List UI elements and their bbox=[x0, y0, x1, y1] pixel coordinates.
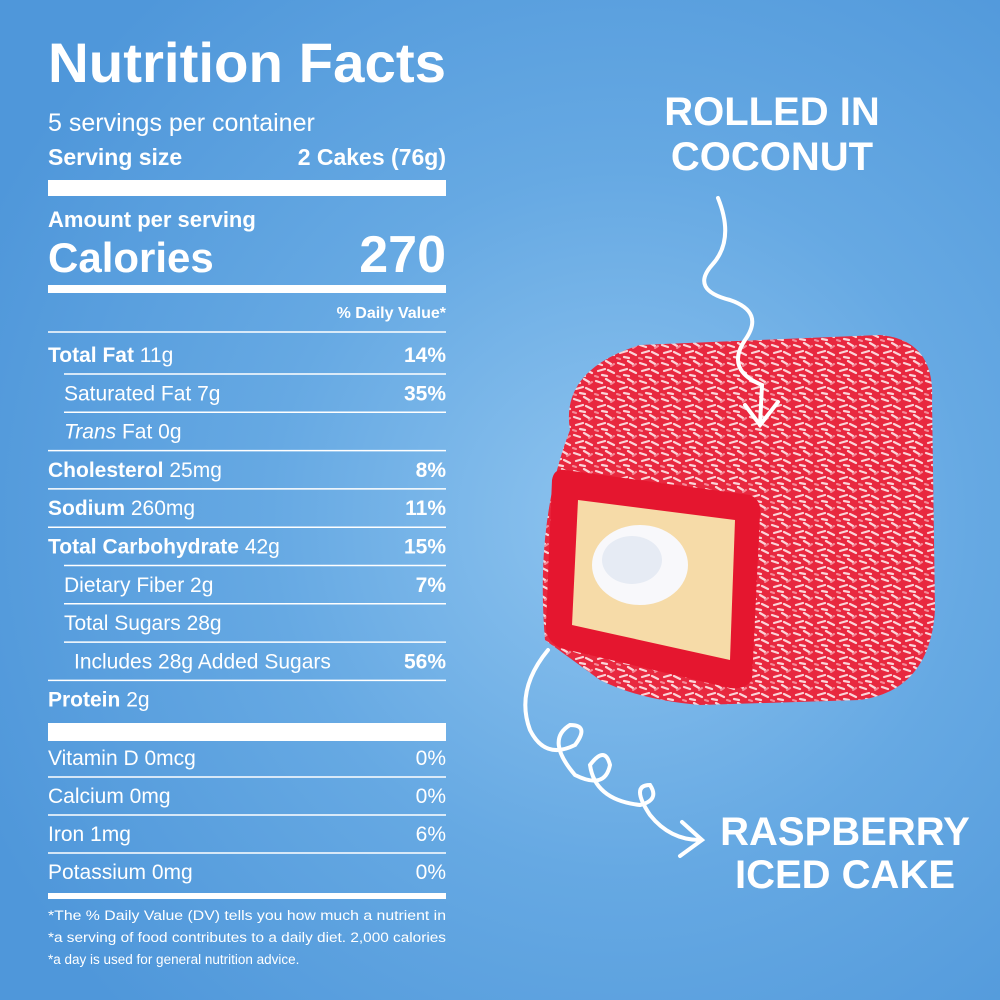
nutrient-name: Protein bbox=[48, 689, 120, 712]
nutrient-dv: 15% bbox=[404, 536, 446, 559]
nutrient-name: Cholesterol bbox=[48, 459, 164, 482]
nutrient: Cholesterol 25mg bbox=[48, 459, 222, 482]
callout-top: COCONUT bbox=[671, 135, 873, 179]
footnote: *a serving of food contributes to a dail… bbox=[48, 930, 446, 945]
nutrient: Sodium 260mg bbox=[48, 497, 195, 520]
cake bbox=[542, 335, 935, 705]
nutrient: Total Carbohydrate 42g bbox=[48, 536, 280, 559]
medium-rule bbox=[48, 285, 446, 293]
callout-top: ROLLED IN bbox=[664, 90, 880, 134]
arrows bbox=[523, 196, 780, 858]
footnote: *a day is used for general nutrition adv… bbox=[48, 952, 299, 967]
nutrient-name: Dietary Fiber bbox=[64, 574, 184, 597]
vitamin-name: Iron 1mg bbox=[48, 823, 131, 846]
nutrient-dv: 56% bbox=[404, 650, 446, 673]
nutrient-dv: 35% bbox=[404, 382, 446, 405]
nutrient-amount: 11g bbox=[140, 344, 173, 367]
thick-rule bbox=[48, 180, 446, 196]
vitamin-dv: 0% bbox=[416, 747, 446, 770]
nutrient-amount: 25mg bbox=[169, 459, 222, 482]
vitamin-name: Potassium 0mg bbox=[48, 861, 193, 884]
nutrient-name: Fat bbox=[122, 421, 153, 444]
vitamin-name: Vitamin D 0mcg bbox=[48, 747, 196, 770]
nutrient-amount: 28g bbox=[187, 612, 222, 635]
nutrient: Saturated Fat 7g bbox=[64, 382, 220, 405]
callout-bottom: ICED CAKE bbox=[735, 853, 955, 897]
nutrient-amount: 0g bbox=[158, 421, 181, 444]
footnote: *The % Daily Value (DV) tells you how mu… bbox=[48, 908, 446, 923]
vitamin-dv: 0% bbox=[416, 861, 446, 884]
vitamin-dv: 0% bbox=[416, 785, 446, 808]
nutrient: Protein 2g bbox=[48, 689, 150, 712]
servings: 5 servings per container bbox=[48, 109, 315, 137]
nutrient: Trans Fat 0g bbox=[64, 421, 182, 444]
serving-size: 2 Cakes (76g) bbox=[298, 144, 446, 170]
nutrient-name: Total Fat bbox=[48, 344, 134, 367]
calories: 270 bbox=[359, 226, 446, 284]
callout-bottom: RASPBERRY bbox=[720, 810, 970, 854]
nutrient-name: Total Sugars bbox=[64, 612, 181, 635]
nutrient-name: Includes 28g Added Sugars bbox=[74, 650, 331, 673]
nutrient-amount: 2g bbox=[126, 689, 149, 712]
nutrient: Total Fat 11g bbox=[48, 344, 173, 367]
nutrient-dv: 7% bbox=[416, 574, 447, 597]
medium-rule bbox=[48, 893, 446, 899]
nutrient-name: Total Carbohydrate bbox=[48, 536, 239, 559]
nutrient-name: Saturated Fat bbox=[64, 382, 191, 405]
nutrient-name: Sodium bbox=[48, 497, 125, 520]
thick-rule bbox=[48, 723, 446, 741]
nutrient-name-italic: Trans bbox=[64, 421, 117, 444]
nutrient-dv: 11% bbox=[405, 497, 446, 520]
calories-label: Calories bbox=[48, 234, 214, 281]
daily-value-header: % Daily Value* bbox=[337, 305, 447, 322]
nutrient-amount: 42g bbox=[245, 536, 280, 559]
vitamin-dv: 6% bbox=[416, 823, 446, 846]
vitamin-name: Calcium 0mg bbox=[48, 785, 171, 808]
label-title: Nutrition Facts bbox=[48, 31, 446, 94]
nutrient: Includes 28g Added Sugars bbox=[74, 650, 331, 673]
amount-per-serving: Amount per serving bbox=[48, 207, 256, 232]
nutrient: Dietary Fiber 2g bbox=[64, 574, 213, 597]
nutrient-amount: 7g bbox=[197, 382, 220, 405]
nutrient: Total Sugars 28g bbox=[64, 612, 222, 635]
nutrient-amount: 260mg bbox=[131, 497, 195, 520]
nutrient-dv: 14% bbox=[404, 344, 446, 367]
serving-size-label: Serving size bbox=[48, 144, 182, 170]
nutrient-dv: 8% bbox=[416, 459, 447, 482]
nutrient-amount: 2g bbox=[190, 574, 213, 597]
